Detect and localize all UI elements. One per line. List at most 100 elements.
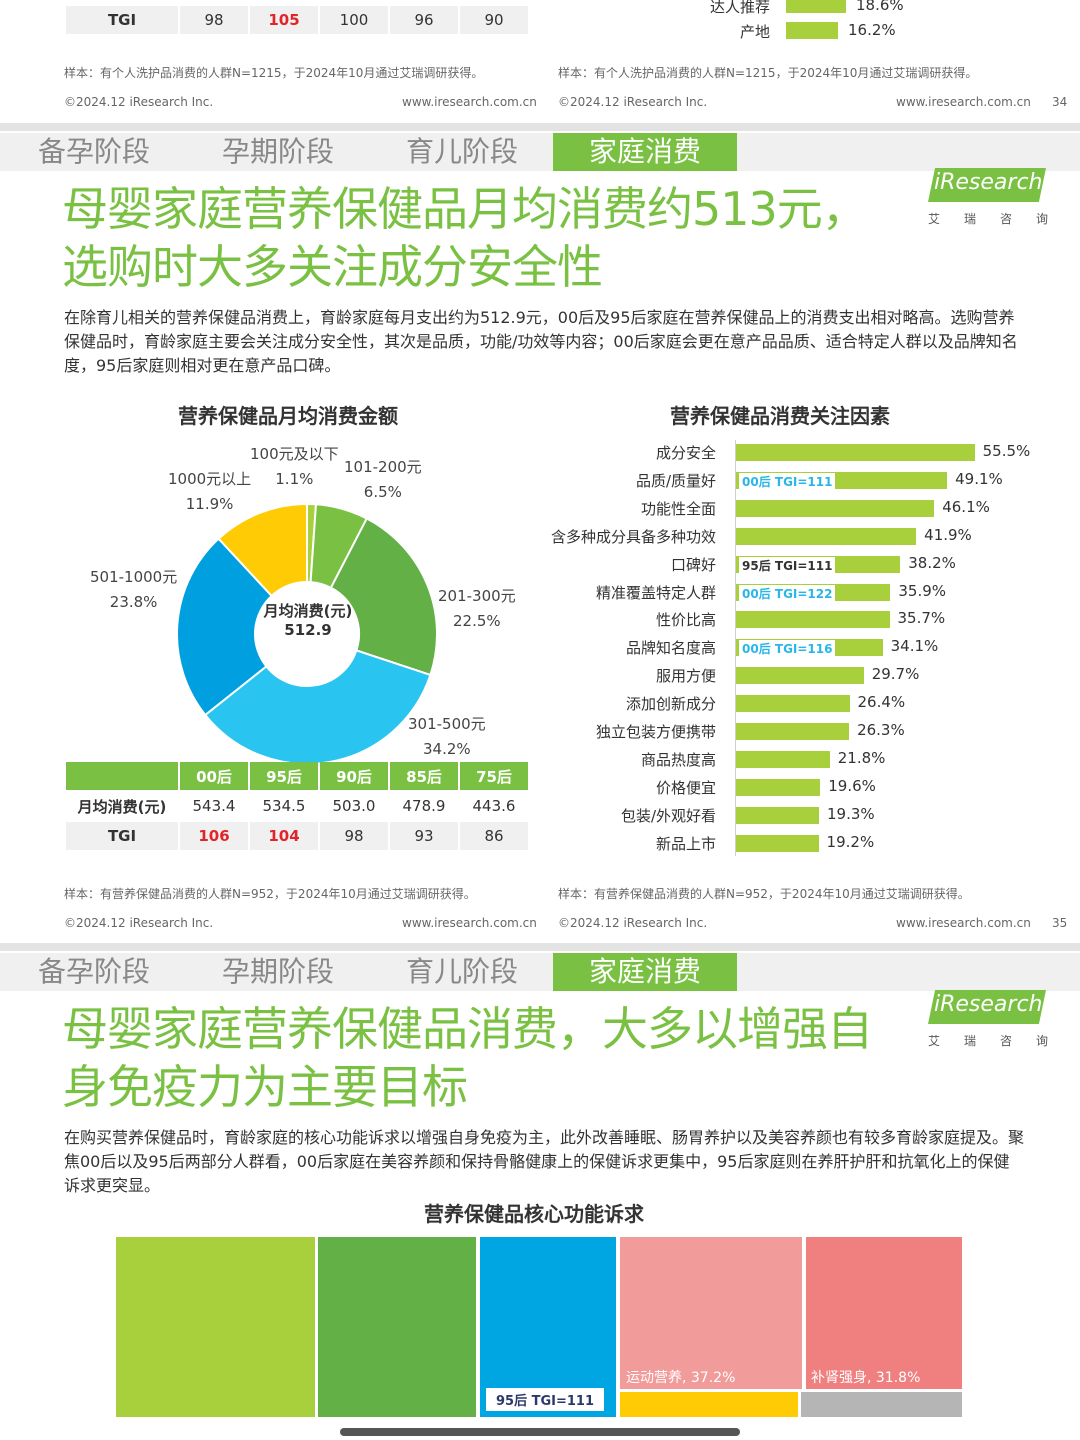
bar-category-label: 品牌知名度高 [625, 639, 716, 658]
pie-label-3: 301-500元 34.2% [408, 712, 486, 762]
bar-value-label: 49.1% [955, 469, 1003, 488]
top-bar-2 [786, 22, 838, 39]
top-copyright-right: ©2024.12 iResearch Inc. [558, 95, 708, 109]
pie-label-1: 101-200元 6.5% [344, 455, 422, 505]
slide2-title-line-2: 身免疫力为主要目标 [62, 1060, 468, 1114]
bar-value-label: 55.5% [982, 442, 1031, 460]
bar-category-label: 服用方便 [655, 667, 716, 686]
table-header-cell: 00后 [180, 762, 248, 790]
logo-badge-2 [928, 990, 1046, 1024]
table-row-label: 月均消费(元) [66, 792, 178, 820]
tab-pregnancy-2[interactable]: 孕期阶段 [222, 955, 335, 988]
top-bar-label-2: 产地 [739, 23, 770, 41]
treemap-block-2 [318, 1237, 476, 1417]
bar-tgi-annotation: 00后 TGI=116 [739, 640, 836, 658]
top-bar-1 [786, 0, 846, 13]
generation-table: 00后 95后 90后 85后 75后 月均消费(元) 543.4 534.5 503.0 478… [64, 760, 530, 852]
table-cell: 86 [460, 822, 528, 850]
treemap-block-1 [116, 1237, 315, 1417]
bar-category-label: 口碑好 [670, 555, 716, 574]
bar-value-label: 19.3% [826, 804, 875, 823]
pie-label-3-category: 301-500元 [408, 715, 486, 733]
top-tgi-cell: 90 [460, 6, 528, 34]
treemap-block-3 [480, 1237, 616, 1417]
pie-label-4: 501-1000元 23.8% [90, 565, 177, 615]
bar-rect [736, 750, 830, 768]
tab-pre-pregnancy[interactable]: 备孕阶段 [38, 135, 151, 168]
pie-slice-4 [176, 537, 274, 717]
pie-label-5: 1000元以上 11.9% [168, 467, 251, 517]
tab-family-consumption-2[interactable]: 家庭消费 [553, 953, 737, 991]
top-sample-left: 样本：有个人洗护品消费的人群N=1215，于2024年10月通过艾瑞调研获得。 [64, 66, 484, 80]
bar-value-label: 26.4% [857, 693, 906, 712]
table-cell: 443.6 [460, 792, 528, 820]
top-bar-label-1: 达人推荐 [709, 0, 770, 16]
treemap-label-nourish: 补肾强身, 31.8% [811, 1370, 921, 1386]
bar-rect [736, 527, 917, 545]
bar-value-label: 38.2% [908, 553, 956, 572]
treemap-tgi-badge: 95后 TGI=111 [486, 1388, 605, 1411]
logo-text-2: iResearch [934, 992, 1043, 1017]
home-indicator[interactable] [340, 1428, 740, 1436]
pie-slice-3 [203, 649, 432, 765]
bar-category-label: 性价比高 [655, 611, 716, 630]
tab-family-consumption[interactable]: 家庭消费 [553, 133, 737, 171]
top-bar-value-2: 16.2% [848, 21, 896, 39]
bar-category-label: 功能性全面 [640, 499, 716, 518]
pie-label-0: 100元及以下 1.1% [250, 442, 339, 492]
treemap-label-sport: 运动营养, 37.2% [626, 1370, 736, 1386]
top-tgi-label: TGI [66, 6, 178, 34]
bar-category-label: 价格便宜 [655, 778, 716, 797]
bar-rect [736, 778, 821, 796]
pie-label-5-value: 11.9% [185, 495, 234, 513]
tab-parenting-2[interactable]: 育儿阶段 [406, 955, 519, 988]
bar-rect [736, 499, 935, 517]
tab-pregnancy[interactable]: 孕期阶段 [222, 135, 335, 168]
stage-tabbar-2: 备孕阶段 孕期阶段 育儿阶段 家庭消费 [0, 953, 1080, 991]
bar-rect [736, 667, 864, 685]
table-cell: 534.5 [250, 792, 318, 820]
table-cell: 104 [250, 822, 318, 850]
slide-separator [0, 123, 1080, 131]
top-tgi-cell: 100 [320, 6, 388, 34]
bar-rect [736, 444, 975, 461]
tab-pre-pregnancy-2[interactable]: 备孕阶段 [38, 955, 151, 988]
bar-chart-axis [735, 440, 736, 856]
table-cell: 98 [320, 822, 388, 850]
logo-text: iResearch [934, 170, 1043, 195]
bar-rect [736, 611, 890, 629]
bar-category-label: 包装/外观好看 [620, 806, 716, 825]
bar-value-label: 19.2% [826, 832, 875, 851]
slide-url-left: www.iresearch.com.cn [402, 916, 537, 930]
bar-value-label: 34.1% [890, 637, 939, 656]
treemap-block-5 [806, 1237, 962, 1389]
top-sample-right: 样本：有个人洗护品消费的人群N=1215，于2024年10月通过艾瑞调研获得。 [558, 66, 978, 80]
slide-title-line-2: 选购时大多关注成分安全性 [62, 240, 603, 294]
pie-label-5-category: 1000元以上 [168, 470, 252, 488]
top-tgi-cell: 96 [390, 6, 458, 34]
bar-category-label: 独立包装方便携带 [595, 723, 716, 741]
pie-label-4-category: 501-1000元 [90, 568, 178, 586]
slide-copyright-left: ©2024.12 iResearch Inc. [64, 916, 214, 930]
pie-label-4-value: 23.8% [109, 593, 158, 611]
tab-parenting[interactable]: 育儿阶段 [406, 135, 519, 168]
top-copyright-left: ©2024.12 iResearch Inc. [64, 95, 214, 109]
logo-subtext-2: 艾瑞咨询 [928, 1034, 1073, 1048]
bar-value-label: 19.6% [828, 776, 876, 795]
top-url-left: www.iresearch.com.cn [402, 95, 537, 109]
bar-rect [736, 695, 850, 713]
treemap-block-4 [620, 1237, 802, 1389]
table-header-cell: 75后 [460, 762, 528, 790]
bar-value-label: 35.9% [898, 581, 947, 600]
bar-category-label: 成分安全 [655, 444, 716, 462]
bar-value-label: 46.1% [942, 497, 990, 516]
bar-chart-title: 营养保健品消费关注因素 [670, 404, 890, 428]
bar-value-label: 21.8% [837, 748, 886, 767]
slide-paragraph: 在除育儿相关的营养保健品消费上，育龄家庭每月支出约为512.9元，00后及95后… [64, 308, 1018, 375]
logo-subtext: 艾瑞咨询 [928, 212, 1073, 226]
top-page-number: 34 [1052, 95, 1068, 109]
pie-slice-2 [329, 517, 438, 677]
pie-label-1-value: 6.5% [363, 483, 402, 501]
pie-label-0-value: 1.1% [275, 470, 314, 488]
table-header-cell: 85后 [390, 762, 458, 790]
